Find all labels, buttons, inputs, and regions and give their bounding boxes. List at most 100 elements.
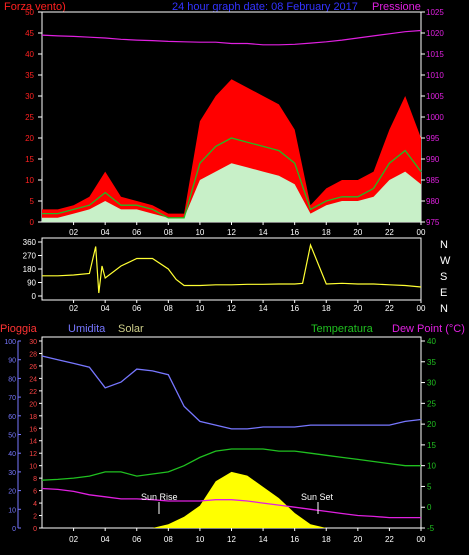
rain-tick-label: 16 — [29, 426, 37, 433]
pressure-tick-label: 1015 — [426, 50, 444, 59]
wind-x-tick-label: 08 — [164, 228, 173, 237]
rain-tick-label: 22 — [29, 389, 37, 396]
rain-tick-label: 24 — [29, 376, 37, 383]
direction-x-tick-label: 10 — [195, 304, 204, 313]
temperature-series — [41, 448, 421, 481]
wind-speed-tick-label: 25 — [25, 113, 34, 122]
wind-direction-series — [42, 242, 422, 294]
humidity-tick-label: 50 — [8, 433, 16, 440]
rain-tick-label: 6 — [33, 489, 37, 496]
bottom-x-tick-label: 22 — [385, 535, 394, 544]
rain-tick-label: 8 — [33, 476, 37, 483]
bottom-x-tick-label: 02 — [69, 535, 78, 544]
direction-x-tick-label: 08 — [164, 304, 173, 313]
direction-tick-label: 90 — [27, 279, 36, 288]
temperature-tick-label: 15 — [427, 441, 436, 450]
wind-x-tick-label: 00 — [417, 228, 426, 237]
pressure-tick-label: 995 — [426, 134, 440, 143]
compass-label: N — [440, 303, 448, 315]
rain-tick-label: 26 — [29, 364, 37, 371]
rain-tick-label: 4 — [33, 501, 37, 508]
pressure-tick-label: 985 — [426, 176, 440, 185]
rain-tick-label: 18 — [29, 414, 37, 421]
compass-label: S — [440, 271, 447, 283]
wind-speed-tick-label: 50 — [25, 8, 34, 17]
bottom-x-tick-label: 10 — [195, 535, 204, 544]
bottom-x-tick-label: 16 — [290, 535, 299, 544]
temperature-legend: Temperatura — [311, 323, 374, 335]
wind-average-series — [42, 137, 422, 219]
wind-speed-tick-label: 5 — [30, 197, 35, 206]
direction-tick-label: 270 — [23, 252, 37, 261]
solar-legend: Solar — [118, 323, 144, 335]
wind-x-tick-label: 06 — [132, 228, 141, 237]
bottom-x-tick-label: 20 — [353, 535, 362, 544]
bottom-x-tick-label: 12 — [227, 535, 236, 544]
humidity-legend: Umidita — [68, 323, 106, 335]
humidity-tick-label: 20 — [8, 489, 16, 496]
direction-x-tick-label: 00 — [417, 304, 426, 313]
wind-speed-tick-label: 30 — [25, 92, 34, 101]
temperature-tick-label: 20 — [427, 420, 436, 429]
pressure-title: Pressione — [372, 1, 421, 13]
wind-x-tick-label: 04 — [101, 228, 110, 237]
temperature-tick-label: 5 — [427, 482, 432, 491]
wind-x-tick-label: 10 — [195, 228, 204, 237]
wind-speed-title: Forza vento) — [4, 1, 66, 13]
rain-legend: Pioggia — [0, 323, 38, 335]
temperature-tick-label: 25 — [427, 399, 436, 408]
pressure-tick-label: 1000 — [426, 113, 444, 122]
humidity-tick-label: 60 — [8, 414, 16, 421]
temperature-tick-label: 30 — [427, 379, 436, 388]
humidity-tick-label: 30 — [8, 470, 16, 477]
rain-tick-label: 14 — [29, 439, 37, 446]
dewpoint-legend: Dew Point (°C) — [392, 323, 465, 335]
compass-label: N — [440, 239, 448, 251]
bottom-x-tick-label: 00 — [417, 535, 426, 544]
humidity-tick-label: 100 — [4, 339, 16, 346]
compass-label: E — [440, 287, 447, 299]
wind-x-tick-label: 12 — [227, 228, 236, 237]
humidity-tick-label: 90 — [8, 358, 16, 365]
pressure-tick-label: 1025 — [426, 8, 444, 17]
dewpoint-series — [41, 487, 421, 519]
direction-x-tick-label: 04 — [101, 304, 110, 313]
temperature-tick-label: 10 — [427, 462, 436, 471]
pressure-tick-label: 975 — [426, 218, 440, 227]
pressure-tick-label: 990 — [426, 155, 440, 164]
wind-x-tick-label: 02 — [69, 228, 78, 237]
chart-date-title: 24 hour graph date: 08 February 2017 — [172, 1, 358, 13]
rain-tick-label: 0 — [33, 526, 37, 533]
pressure-tick-label: 980 — [426, 197, 440, 206]
humidity-tick-label: 80 — [8, 376, 16, 383]
direction-tick-label: 180 — [23, 265, 37, 274]
pressure-series — [41, 29, 422, 46]
humidity-tick-label: 40 — [8, 451, 16, 458]
rain-tick-label: 20 — [29, 401, 37, 408]
direction-x-tick-label: 20 — [353, 304, 362, 313]
direction-x-tick-label: 18 — [322, 304, 331, 313]
bottom-x-tick-label: 06 — [132, 535, 141, 544]
wind-x-tick-label: 22 — [385, 228, 394, 237]
sun-rise-label: Sun Rise — [141, 492, 178, 502]
temperature-tick-label: 0 — [427, 503, 432, 512]
temperature-tick-label: 40 — [427, 337, 436, 346]
rain-tick-label: 30 — [29, 339, 37, 346]
wind-x-tick-label: 18 — [322, 228, 331, 237]
direction-x-tick-label: 14 — [259, 304, 268, 313]
pressure-tick-label: 1005 — [426, 92, 444, 101]
direction-x-tick-label: 06 — [132, 304, 141, 313]
wind-speed-tick-label: 45 — [25, 29, 34, 38]
bottom-x-tick-label: 14 — [259, 535, 268, 544]
wind-speed-tick-label: 40 — [25, 50, 34, 59]
bottom-x-tick-label: 04 — [101, 535, 110, 544]
sun-set-label: Sun Set — [301, 492, 334, 502]
wind-x-tick-label: 14 — [259, 228, 268, 237]
pressure-tick-label: 1020 — [426, 29, 444, 38]
wind-speed-tick-label: 0 — [30, 218, 35, 227]
wind-speed-tick-label: 35 — [25, 71, 34, 80]
wind-speed-tick-label: 20 — [25, 134, 34, 143]
humidity-tick-label: 10 — [8, 507, 16, 514]
temperature-tick-label: 35 — [427, 358, 436, 367]
